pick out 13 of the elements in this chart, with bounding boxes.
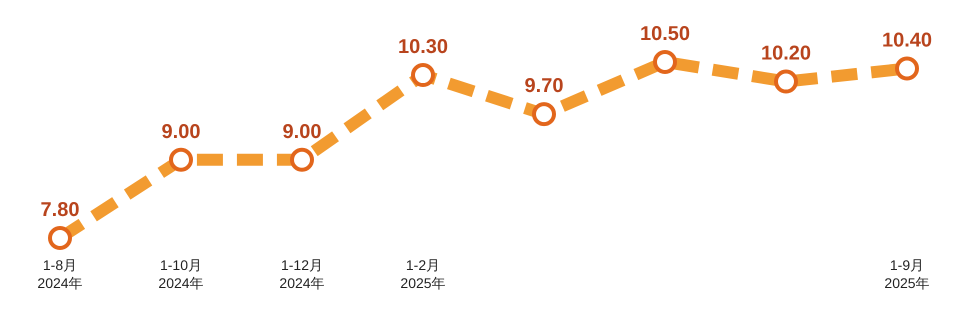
x-tick-label: 1-12月 2024年	[279, 257, 325, 291]
data-label: 9.00	[282, 120, 322, 143]
x-tick-label: 1-2月 2025年	[400, 257, 446, 291]
data-label: 10.20	[760, 42, 812, 65]
data-label: 10.30	[398, 36, 448, 58]
data-label: 9.00	[162, 120, 200, 143]
data-label: 10.40	[882, 30, 932, 52]
data-label: 10.50	[640, 23, 690, 45]
x-tick-label: 1-8月 2024年	[37, 257, 83, 291]
data-label: 9.70	[524, 75, 564, 98]
x-tick-label: 1-9月 2025年	[884, 257, 930, 291]
x-tick-label: 1-10月 2024年	[158, 257, 204, 291]
data-label: 7.80	[40, 199, 80, 221]
